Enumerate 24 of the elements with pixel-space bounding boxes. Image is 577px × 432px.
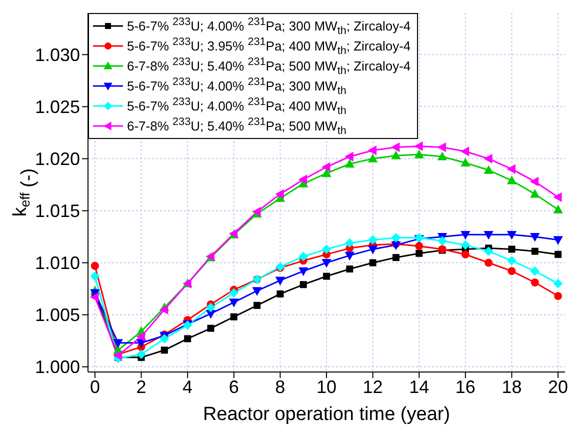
x-axis-title: Reactor operation time (year) (202, 404, 450, 425)
x-tick-label: 18 (502, 376, 522, 397)
x-tick-label: 14 (409, 376, 430, 397)
y-tick-label: 1.005 (34, 305, 80, 326)
x-tick-label: 8 (275, 376, 286, 397)
legend-label: 6-7-8% $^{233}$U; 5.40% $^{231}$Pa; 500 MW$_{th}$ (127, 116, 346, 136)
x-tick-label: 0 (90, 376, 100, 397)
y-tick-label: 1.025 (34, 97, 80, 118)
y-tick-label: 1.030 (34, 45, 80, 66)
x-tick-label: 4 (182, 376, 193, 397)
legend-label: 5-6-7% $^{233}$U; 4.00% $^{231}$Pa; 300 MW$_{th}$; Zircaloy-4 (127, 16, 411, 36)
y-tick-label: 1.010 (34, 253, 80, 274)
x-tick-label: 12 (362, 376, 383, 397)
y-tick-label: 1.000 (34, 357, 80, 378)
legend-label: 6-7-8% $^{233}$U; 5.40% $^{231}$Pa; 500 MW$_{th}$; Zircaloy-4 (127, 56, 411, 76)
y-tick-label: 1.020 (34, 149, 80, 170)
legend-label: 5-6-7% $^{233}$U; 4.00% $^{231}$Pa; 400 MW$_{th}$ (127, 96, 346, 116)
x-tick-label: 2 (136, 376, 146, 397)
legend-label: 5-6-7% $^{233}$U; 3.95% $^{231}$Pa; 400 MW$_{th}$; Zircaloy-4 (127, 36, 411, 56)
x-tick-label: 10 (316, 376, 337, 397)
x-tick-label: 6 (228, 376, 239, 397)
legend-label: 5-6-7% $^{233}$U; 4.00% $^{231}$Pa; 300 MW$_{th}$ (127, 76, 346, 96)
x-tick-label: 16 (455, 376, 476, 397)
x-tick-label: 20 (548, 376, 568, 397)
